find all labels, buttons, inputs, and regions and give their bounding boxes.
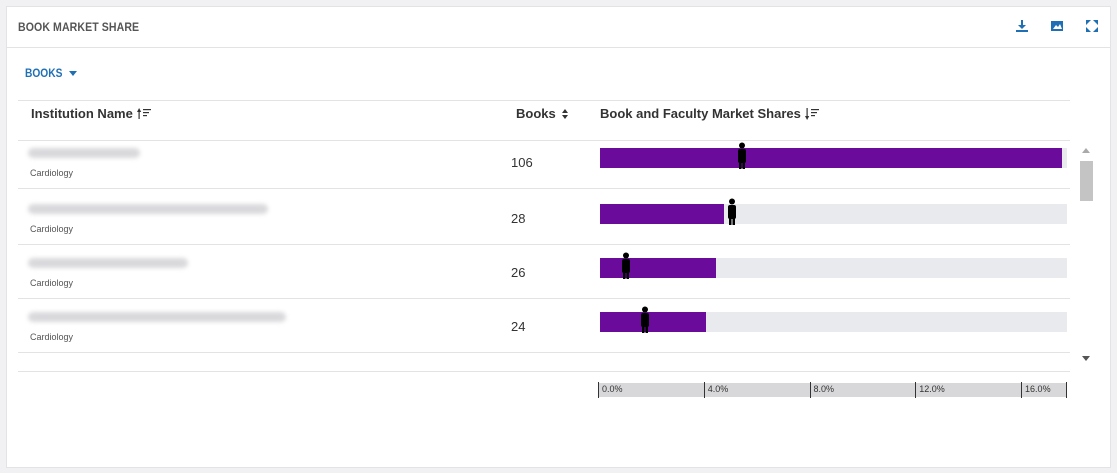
books-count: 26 (511, 265, 526, 280)
axis-tick-label: 4.0% (707, 384, 729, 394)
books-count: 24 (511, 319, 526, 334)
share-bar-track (600, 312, 1067, 332)
column-label: Book and Faculty Market Shares (600, 106, 801, 121)
department-label: Cardiology (30, 224, 74, 234)
table-row[interactable]: Cardiology 24 (18, 298, 1070, 353)
column-header-books[interactable]: Books (516, 106, 570, 121)
share-axis: 0.0% 4.0% 8.0% 12.0% 16.0% (598, 382, 1068, 398)
column-label: Institution Name (31, 106, 133, 121)
share-bar-track (600, 258, 1067, 278)
faculty-share-marker-icon[interactable] (640, 306, 650, 334)
table-body: Cardiology 106 Cardiology 28 Cardiology 26 Car… (18, 134, 1070, 360)
column-header-share[interactable]: Book and Faculty Market Shares (600, 106, 819, 121)
faculty-share-marker-icon[interactable] (737, 142, 747, 170)
axis-tick (809, 382, 811, 398)
institution-name-redacted (28, 204, 268, 214)
axis-tick (703, 382, 705, 398)
books-count: 106 (511, 155, 533, 170)
sort-descending-icon[interactable] (804, 107, 819, 120)
department-label: Cardiology (30, 168, 74, 178)
caret-down-icon (69, 70, 78, 76)
image-icon[interactable] (1050, 19, 1064, 33)
book-share-bar[interactable] (600, 312, 706, 332)
book-share-bar[interactable] (600, 148, 1062, 168)
column-label: Books (516, 106, 556, 121)
scrollbar[interactable] (1077, 140, 1095, 366)
faculty-share-marker-icon[interactable] (621, 252, 631, 280)
institution-name-redacted (28, 312, 286, 322)
scroll-up-icon[interactable] (1082, 148, 1090, 153)
faculty-share-marker-icon[interactable] (727, 198, 737, 226)
axis-tick-label: 0.0% (602, 384, 623, 394)
table-row[interactable]: Cardiology 28 (18, 190, 1070, 245)
department-label: Cardiology (30, 332, 74, 342)
axis-background (598, 383, 1066, 397)
sort-ascending-icon[interactable] (136, 107, 151, 120)
download-icon[interactable] (1015, 19, 1029, 33)
department-label: Cardiology (30, 278, 74, 288)
book-share-bar[interactable] (600, 258, 717, 278)
axis-tick (1021, 382, 1023, 398)
panel-title: BOOK MARKET SHARE (18, 20, 140, 34)
axis-tick-label: 16.0% (1025, 384, 1051, 394)
institution-name-redacted (28, 148, 140, 158)
books-count: 28 (511, 211, 526, 226)
books-dropdown[interactable]: BOOKS (25, 66, 78, 80)
axis-tick (1066, 382, 1067, 398)
axis-tick (915, 382, 917, 398)
institution-name-redacted (28, 258, 188, 268)
column-header-institution[interactable]: Institution Name (31, 106, 151, 121)
axis-tick-label: 12.0% (919, 384, 945, 394)
scrollbar-thumb[interactable] (1080, 161, 1093, 201)
divider (18, 100, 1070, 101)
table-row[interactable]: Cardiology 106 (18, 134, 1070, 189)
panel-header: BOOK MARKET SHARE (7, 7, 1110, 48)
axis-tick (598, 382, 599, 398)
axis-tick-label: 8.0% (813, 384, 835, 394)
table-row[interactable]: Cardiology 26 (18, 244, 1070, 299)
divider (18, 371, 1070, 372)
book-share-bar[interactable] (600, 204, 724, 224)
expand-icon[interactable] (1085, 19, 1099, 33)
book-market-share-panel: BOOK MARKET SHARE (6, 6, 1111, 468)
scroll-down-icon[interactable] (1082, 356, 1090, 361)
divider (18, 140, 1070, 141)
sort-both-icon[interactable] (560, 108, 570, 120)
dropdown-label: BOOKS (25, 66, 63, 80)
